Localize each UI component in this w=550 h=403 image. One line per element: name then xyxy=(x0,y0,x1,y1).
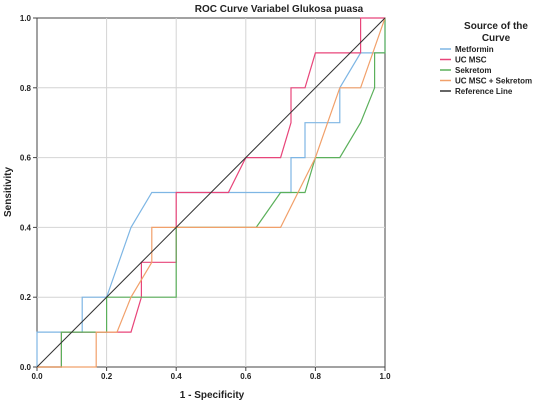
x-tick-label: 0.2 xyxy=(101,372,113,381)
legend-label: UC MSC + Sekretom xyxy=(455,77,532,86)
x-tick-label: 0.8 xyxy=(310,372,322,381)
y-tick-label: 0.2 xyxy=(20,293,32,302)
series-line-sekretom xyxy=(37,18,386,368)
legend-label: Reference Line xyxy=(455,87,513,96)
y-tick-label: 1.0 xyxy=(20,14,32,23)
series-line-uc-msc xyxy=(37,17,385,368)
y-tick-label: 0.4 xyxy=(20,223,32,232)
x-tick-label: 0.4 xyxy=(171,372,183,381)
legend-label: Sekretom xyxy=(455,66,491,75)
y-axis-label: Sensitivity xyxy=(3,167,14,217)
plot-area: 0.0 0.2 0.4 0.6 0.8 1.0 0.0 0.2 0.4 0.6 0.8 1.0 xyxy=(20,14,391,381)
legend-title-line1: Source of the xyxy=(464,21,528,32)
x-tick-label: 0.0 xyxy=(31,372,43,381)
y-tick-label: 0.0 xyxy=(20,363,32,372)
legend: Source of the Curve Metformin UC MSCSekre… xyxy=(440,21,532,96)
legend-title-line2: Curve xyxy=(482,33,511,44)
chart-title: ROC Curve Variabel Glukosa puasa xyxy=(195,4,364,15)
series-line-reference-line xyxy=(36,17,386,368)
x-tick-label: 0.6 xyxy=(240,372,252,381)
legend-label: UC MSC xyxy=(455,56,487,65)
y-tick-label: 0.8 xyxy=(20,84,32,93)
y-tick-label: 0.6 xyxy=(20,154,32,163)
x-axis-label: 1 - Specificity xyxy=(180,390,245,401)
series-line-uc-msc-sekretom xyxy=(37,17,386,368)
legend-label: Metformin xyxy=(455,45,494,54)
x-tick-label: 1.0 xyxy=(379,372,391,381)
